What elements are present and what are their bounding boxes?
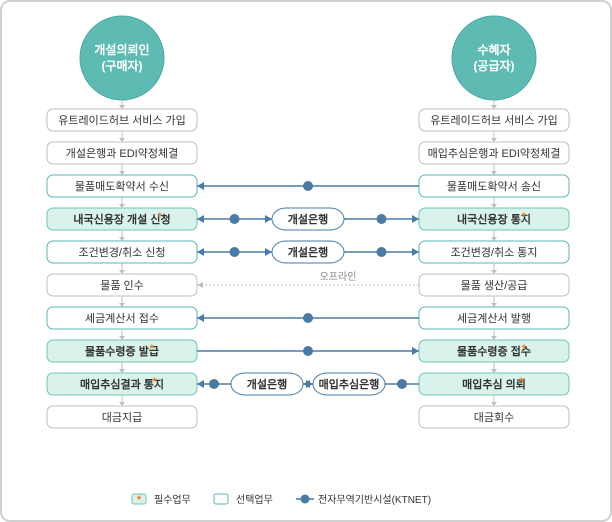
svg-text:조건변경/취소 통지: 조건변경/취소 통지 [450,246,537,259]
left-box-5: 물품 인수 [47,274,197,296]
left-box-2: 물품매도확약서 수신 [47,175,197,197]
svg-text:개설은행: 개설은행 [288,245,328,259]
right-box-8: 매입추심 의뢰* [419,373,569,395]
svg-text:(공급자): (공급자) [473,58,514,73]
svg-text:물품수령증 발급: 물품수령증 발급 [85,344,159,358]
svg-text:매입추심은행과 EDI약정체결: 매입추심은행과 EDI약정체결 [428,146,561,160]
right-box-5: 물품 생산/공급 [419,274,569,296]
right-box-6: 세금계산서 발행 [419,307,569,329]
svg-text:유트레이드허브 서비스 가입: 유트레이드허브 서비스 가입 [430,114,558,127]
legend-item-0: * 필수업무 [132,493,191,506]
svg-text:물품 인수: 물품 인수 [100,279,144,292]
left-box-6: 세금계산서 접수 [47,307,197,329]
svg-text:대금회수: 대금회수 [474,411,514,424]
svg-text:(구매자): (구매자) [101,58,142,73]
right-box-7: 물품수령증 접수* [419,340,569,362]
svg-text:*: * [158,211,163,223]
right-box-9: 대금회수 [419,406,569,428]
svg-text:물품매도확약서 수신: 물품매도확약서 수신 [75,179,169,193]
svg-text:개설의뢰인: 개설의뢰인 [94,42,149,57]
mid-box-8-a: 개설은행 [231,373,303,395]
mid-box-3: 개설은행 [272,208,344,230]
svg-text:물품수령증 접수: 물품수령증 접수 [457,345,531,358]
header-circle-right: 수혜자(공급자) [452,16,536,100]
mid-box-8-b: 매입추심은행 [313,373,385,395]
right-box-4: 조건변경/취소 통지 [419,241,569,263]
left-box-3: 내국신용장 개설 신청* [47,208,197,230]
svg-text:*: * [152,376,157,388]
svg-text:세금계산서 발행: 세금계산서 발행 [457,312,531,325]
diagram-svg: 개설의뢰인(구매자) 수혜자(공급자) 유트레이드허브 서비스 가입 유트레이드허브 … [2,2,612,522]
svg-text:세금계산서 접수: 세금계산서 접수 [85,312,159,325]
svg-text:매입추심은행: 매입추심은행 [319,377,380,391]
svg-text:매입추심결과 통지: 매입추심결과 통지 [80,377,164,391]
right-box-1: 매입추심은행과 EDI약정체결 [419,142,569,164]
svg-text:유트레이드허브 서비스 가입: 유트레이드허브 서비스 가입 [58,114,186,127]
svg-text:개설은행: 개설은행 [247,377,287,391]
header-circle-left: 개설의뢰인(구매자) [80,16,164,100]
svg-text:물품 생산/공급: 물품 생산/공급 [461,279,528,292]
svg-text:수혜자: 수혜자 [477,42,510,57]
diagram-container: 개설의뢰인(구매자) 수혜자(공급자) 유트레이드허브 서비스 가입 유트레이드허브 … [0,0,612,522]
svg-text:전자무역기반시설(KTNET): 전자무역기반시설(KTNET) [318,494,431,506]
svg-text:물품매도확약서 송신: 물품매도확약서 송신 [447,179,541,193]
mid-box-4: 개설은행 [272,241,344,263]
left-box-8: 매입추심결과 통지* [47,373,197,395]
svg-text:필수업무: 필수업무 [154,493,191,506]
legend-item-1: 선택업무 [214,493,273,506]
svg-text:조건변경/취소 신청: 조건변경/취소 신청 [78,246,165,259]
svg-text:*: * [522,211,527,223]
left-box-0: 유트레이드허브 서비스 가입 [47,109,197,131]
svg-text:대금지급: 대금지급 [102,411,142,424]
left-box-7: 물품수령증 발급* [47,340,197,362]
svg-text:*: * [137,494,142,506]
right-box-0: 유트레이드허브 서비스 가입 [419,109,569,131]
svg-text:개설은행: 개설은행 [288,212,328,226]
svg-text:내국신용장 통지: 내국신용장 통지 [457,212,531,226]
svg-text:*: * [519,376,524,388]
left-box-4: 조건변경/취소 신청 [47,241,197,263]
svg-text:내국신용장 개설 신청: 내국신용장 개설 신청 [73,212,170,226]
right-box-2: 물품매도확약서 송신 [419,175,569,197]
left-box-1: 개설은행과 EDI약정체결 [47,142,197,164]
svg-text:매입추심 의뢰: 매입추심 의뢰 [462,377,526,391]
svg-text:*: * [522,343,527,355]
left-box-9: 대금지급 [47,406,197,428]
svg-text:개설은행과 EDI약정체결: 개설은행과 EDI약정체결 [66,146,178,160]
legend-item-2: 전자무역기반시설(KTNET) [296,494,431,506]
svg-text:*: * [150,343,155,355]
svg-text:오프라인: 오프라인 [320,271,357,283]
right-box-3: 내국신용장 통지* [419,208,569,230]
svg-text:선택업무: 선택업무 [236,493,273,506]
